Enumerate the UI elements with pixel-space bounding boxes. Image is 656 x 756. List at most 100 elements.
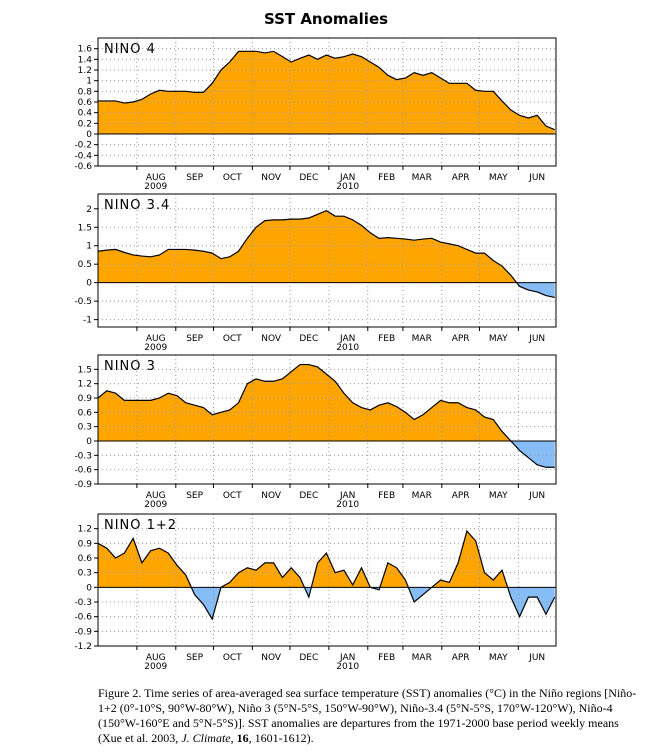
y-tick-label: -0.9 xyxy=(74,480,92,490)
y-tick-label: 1 xyxy=(86,77,92,87)
y-tick-label: 0 xyxy=(86,130,92,140)
series-line xyxy=(98,529,556,621)
caption-volume: 16 xyxy=(236,731,249,745)
y-tick-label: -0.4 xyxy=(74,151,92,161)
x-tick-label: SEP xyxy=(186,653,203,663)
x-tick-label: OCT xyxy=(223,653,242,663)
y-tick-label: 2 xyxy=(86,205,92,215)
x-tick-label: FEB xyxy=(378,653,395,663)
y-tick-label: 1.5 xyxy=(78,365,92,375)
panel-frame xyxy=(97,193,557,328)
y-tick-label: -1 xyxy=(83,316,92,326)
caption-sep: , xyxy=(230,731,237,745)
panel-2: -1 -0.5 0 0.5 1 1.5 2 AUG SEP OCT NOV DEC JAN FEB MAR A… xyxy=(74,193,557,353)
x-tick-label: FEB xyxy=(378,491,395,501)
x-tick-label: NOV xyxy=(261,653,282,663)
y-tick-label: 0.6 xyxy=(78,408,93,418)
year-label: 2009 xyxy=(144,182,167,192)
y-tick-label: 0.9 xyxy=(78,394,93,404)
y-tick-label: 0.6 xyxy=(78,98,93,108)
x-tick-label: MAY xyxy=(489,491,508,501)
x-tick-label: OCT xyxy=(223,491,242,501)
y-tick-label: 0.9 xyxy=(78,539,93,549)
y-tick-label: 1.2 xyxy=(78,66,92,76)
y-tick-label: 1.2 xyxy=(78,380,92,390)
x-tick-label: APR xyxy=(452,653,470,663)
caption-pages: , 1601-1612). xyxy=(248,731,314,745)
x-tick-label: MAR xyxy=(412,334,432,344)
y-tick-label: 1.2 xyxy=(78,525,92,535)
y-tick-label: 0.5 xyxy=(78,260,92,270)
panel-label: NINO 3.4 xyxy=(104,198,170,213)
x-tick-label: AUG xyxy=(146,653,166,663)
y-tick-label: -0.6 xyxy=(74,162,92,172)
x-tick-label: NOV xyxy=(261,491,282,501)
series-line xyxy=(98,50,555,131)
y-tick-label: 0 xyxy=(86,279,92,289)
x-tick-label: DEC xyxy=(299,334,318,344)
panel-4: -1.2 -0.9 -0.6 -0.3 0 0.3 0.6 0.9 1.2 AUG SEP OCT NO… xyxy=(74,513,557,672)
x-tick-label: JAN xyxy=(339,491,355,501)
year-label: 2009 xyxy=(144,500,167,510)
x-tick-label: MAY xyxy=(489,173,508,183)
y-tick-label: -1.2 xyxy=(74,642,92,652)
x-tick-label: MAY xyxy=(489,653,508,663)
panel-frame xyxy=(97,354,557,485)
positive-anomaly-area xyxy=(98,51,555,134)
x-tick-label: APR xyxy=(452,334,470,344)
positive-anomaly-area xyxy=(98,531,555,588)
panel-3: -0.9 -0.6 -0.3 0 0.3 0.6 0.9 1.2 1.5 AUG SEP OCT NOV… xyxy=(74,354,557,510)
x-tick-label: JAN xyxy=(339,653,355,663)
panel-1: -0.6-0.4-0.200.20.40.60.811.21.41.6 AUG SE… xyxy=(74,37,557,192)
y-tick-label: -0.3 xyxy=(74,451,92,461)
x-tick-label: JUN xyxy=(528,334,545,344)
panel-frame xyxy=(97,513,557,647)
y-tick-label: 0.3 xyxy=(78,569,92,579)
y-tick-label: 0.8 xyxy=(78,87,93,97)
figure-caption: Figure 2. Time series of area-averaged s… xyxy=(98,686,638,746)
x-tick-label: SEP xyxy=(186,491,203,501)
positive-anomaly-area xyxy=(98,364,555,441)
x-tick-label: FEB xyxy=(378,334,395,344)
y-tick-label: 1.4 xyxy=(78,55,93,65)
x-tick-label: MAR xyxy=(412,491,432,501)
x-tick-label: AUG xyxy=(146,491,166,501)
y-tick-label: 0.2 xyxy=(78,119,92,129)
y-tick-label: 1 xyxy=(86,242,92,252)
year-label: 2010 xyxy=(336,343,359,353)
caption-journal: J. Climate xyxy=(181,731,231,745)
x-tick-label: MAR xyxy=(412,173,432,183)
x-tick-label: JAN xyxy=(339,334,355,344)
x-tick-label: DEC xyxy=(299,491,318,501)
panel-label: NINO 3 xyxy=(104,359,156,374)
x-tick-label: MAR xyxy=(412,653,432,663)
x-tick-label: NOV xyxy=(261,173,282,183)
year-label: 2009 xyxy=(144,343,167,353)
year-label: 2009 xyxy=(144,662,167,672)
x-tick-label: OCT xyxy=(223,173,242,183)
y-tick-label: 1.6 xyxy=(78,45,93,55)
year-label: 2010 xyxy=(336,662,359,672)
x-tick-label: JUN xyxy=(528,491,545,501)
caption-text: Figure 2. Time series of area-averaged s… xyxy=(98,686,637,745)
x-tick-label: AUG xyxy=(146,173,166,183)
x-tick-label: MAY xyxy=(489,334,508,344)
y-tick-label: 0 xyxy=(86,583,92,593)
y-tick-label: 0.4 xyxy=(78,109,93,119)
panel-label: NINO 4 xyxy=(104,42,156,57)
y-tick-label: 0.6 xyxy=(78,554,93,564)
series-line xyxy=(98,363,555,468)
figure-title: SST Anomalies xyxy=(264,10,388,28)
x-tick-label: APR xyxy=(452,173,470,183)
y-tick-label: -0.9 xyxy=(74,627,92,637)
y-tick-label: 1.5 xyxy=(78,223,92,233)
y-tick-label: -0.5 xyxy=(74,297,92,307)
year-label: 2010 xyxy=(336,500,359,510)
x-tick-label: DEC xyxy=(299,173,318,183)
x-tick-label: NOV xyxy=(261,334,282,344)
y-tick-label: 0 xyxy=(86,437,92,447)
x-tick-label: DEC xyxy=(299,653,318,663)
y-tick-label: -0.3 xyxy=(74,598,92,608)
